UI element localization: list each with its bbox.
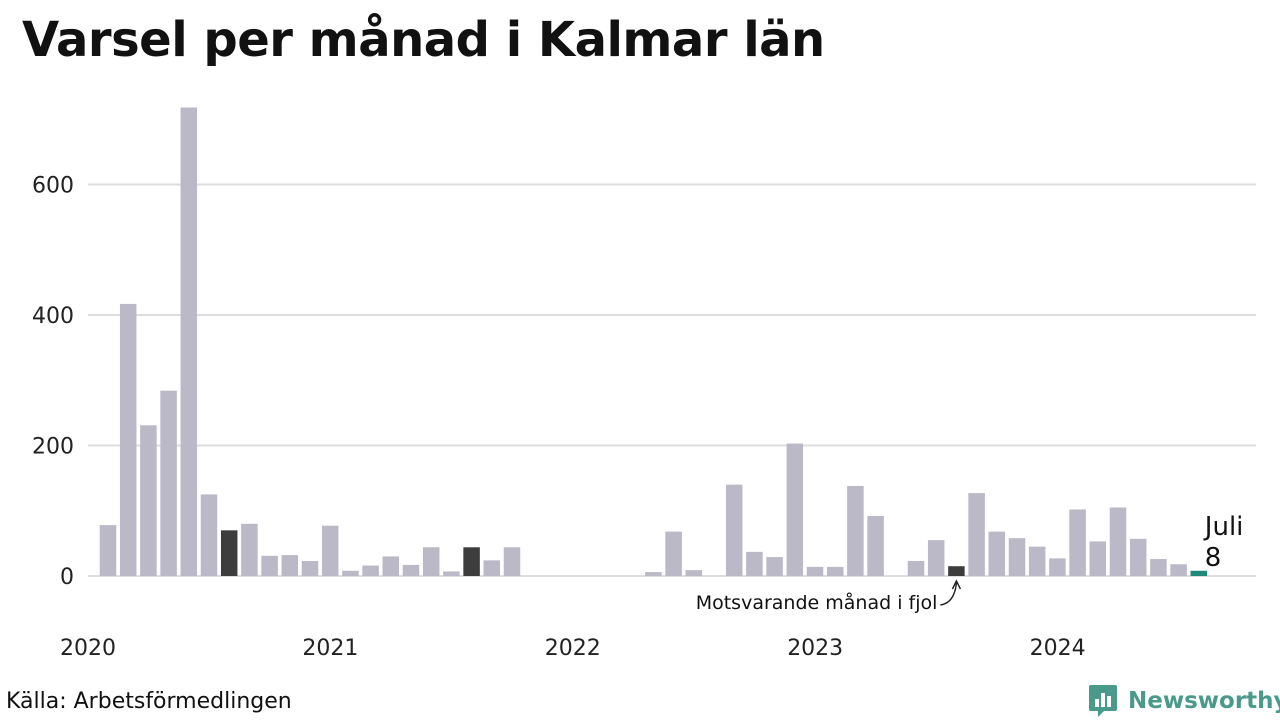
bars bbox=[99, 107, 1208, 576]
bar-2020-10 bbox=[281, 555, 299, 576]
bar-2020-12 bbox=[321, 525, 339, 576]
bar-2020-04 bbox=[160, 390, 177, 576]
bar-2022-09 bbox=[746, 551, 763, 576]
bar-2021-08 bbox=[483, 560, 501, 576]
bar-2023-11 bbox=[1028, 546, 1046, 576]
bar-2020-01 bbox=[99, 525, 117, 576]
x-axis-ticks: 2020 2021 2022 2023 2024 bbox=[60, 636, 1086, 661]
bar-2020-03 bbox=[140, 425, 157, 576]
annotation-arrow-line bbox=[940, 582, 958, 606]
bar-2022-12 bbox=[806, 566, 824, 576]
bar-2020-02 bbox=[119, 303, 137, 576]
bar-2021-07 bbox=[463, 547, 480, 576]
x-tick-label: 2023 bbox=[787, 636, 843, 661]
latest-month-label: Juli bbox=[1203, 512, 1244, 542]
bar-2024-03 bbox=[1109, 507, 1127, 576]
bar-2023-05 bbox=[907, 560, 925, 576]
bar-2021-01 bbox=[342, 570, 359, 576]
brand-name: Newsworthy bbox=[1128, 688, 1280, 714]
bar-2023-12 bbox=[1049, 558, 1066, 576]
bar-2024-05 bbox=[1150, 559, 1167, 576]
y-tick-label: 200 bbox=[32, 435, 74, 460]
bar-2021-04 bbox=[402, 564, 420, 576]
bar-2024-07 bbox=[1190, 570, 1208, 576]
bar-2022-04 bbox=[645, 572, 662, 576]
x-tick-label: 2024 bbox=[1030, 636, 1086, 661]
bar-2022-08 bbox=[725, 484, 743, 576]
x-tick-label: 2020 bbox=[60, 636, 116, 661]
bar-2023-09 bbox=[988, 531, 1006, 576]
bar-2021-06 bbox=[443, 571, 460, 576]
y-axis-ticks: 0 200 400 600 bbox=[32, 174, 74, 591]
bar-2020-08 bbox=[241, 523, 258, 576]
bar-2020-07 bbox=[220, 530, 238, 576]
bar-2023-01 bbox=[826, 566, 844, 576]
bar-2023-08 bbox=[968, 493, 985, 576]
bar-2020-09 bbox=[261, 555, 278, 576]
bar-2022-10 bbox=[766, 557, 783, 576]
bar-2022-06 bbox=[685, 570, 703, 576]
x-tick-label: 2021 bbox=[302, 636, 358, 661]
bar-2021-02 bbox=[362, 565, 379, 576]
bar-2021-09 bbox=[503, 547, 521, 576]
previous-year-annotation: Motsvarande månad i fjol bbox=[696, 591, 938, 614]
annotation-arrow-head bbox=[951, 579, 962, 590]
x-tick-label: 2022 bbox=[545, 636, 601, 661]
bar-2024-01 bbox=[1069, 509, 1086, 576]
bar-2023-10 bbox=[1008, 538, 1026, 576]
bar-2023-06 bbox=[927, 540, 945, 576]
bar-2020-11 bbox=[301, 560, 319, 576]
bar-2023-07 bbox=[948, 566, 965, 576]
bar-2023-03 bbox=[867, 515, 884, 576]
y-tick-label: 600 bbox=[32, 174, 74, 199]
bar-2021-03 bbox=[382, 556, 400, 576]
y-tick-label: 400 bbox=[32, 304, 74, 329]
source-note: Källa: Arbetsförmedlingen bbox=[6, 689, 292, 714]
newsworthy-logo-icon bbox=[1089, 685, 1117, 717]
brand-logo: Newsworthy bbox=[1088, 684, 1280, 718]
y-tick-label: 0 bbox=[60, 565, 74, 590]
bar-2022-11 bbox=[786, 443, 804, 576]
bar-2024-02 bbox=[1089, 541, 1107, 576]
bar-2020-05 bbox=[180, 107, 198, 576]
bar-2022-05 bbox=[665, 531, 682, 576]
bar-2023-02 bbox=[847, 485, 864, 576]
latest-value-label: 8 bbox=[1205, 543, 1222, 573]
chart-title: Varsel per månad i Kalmar län bbox=[22, 12, 825, 68]
bar-2021-05 bbox=[422, 547, 440, 576]
bar-2024-06 bbox=[1170, 564, 1187, 576]
bar-2020-06 bbox=[200, 494, 218, 576]
bar-2024-04 bbox=[1129, 538, 1147, 576]
